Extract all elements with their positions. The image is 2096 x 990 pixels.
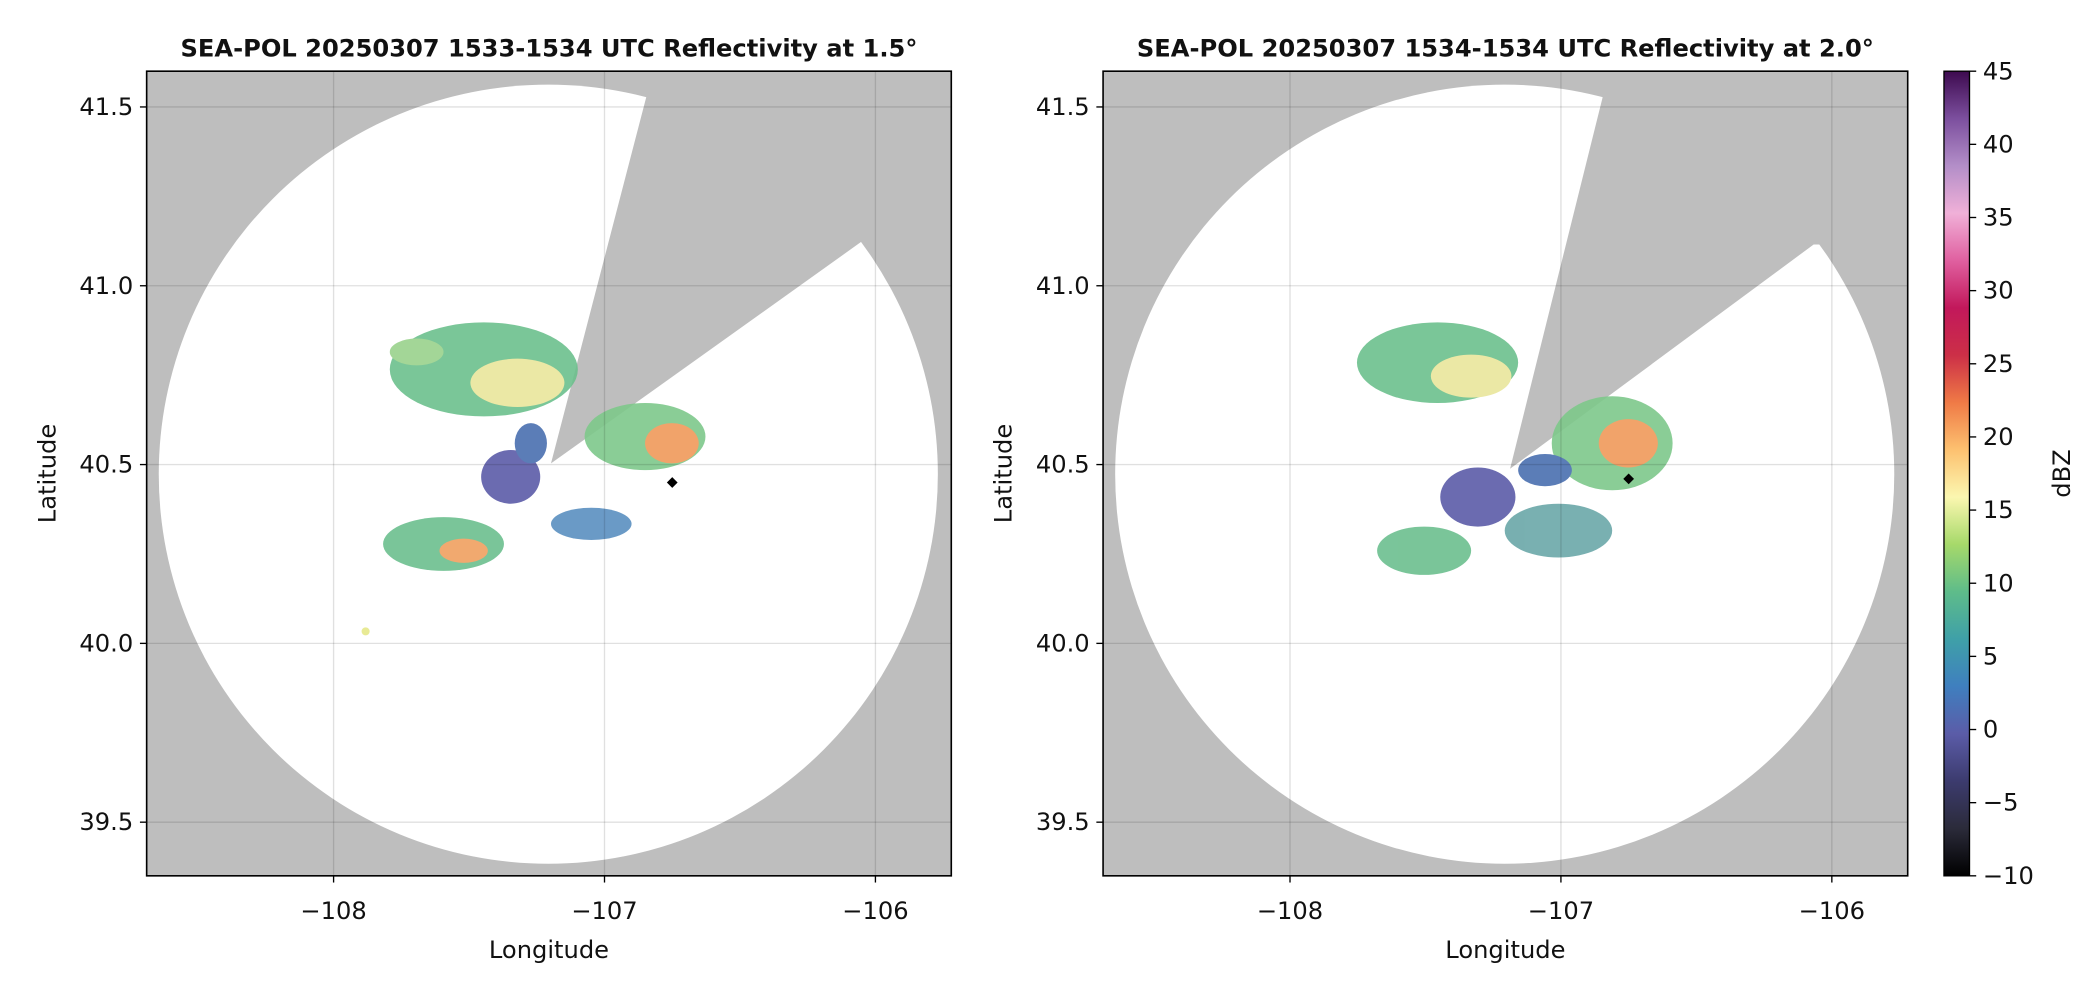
plot-frame — [1102, 70, 1909, 877]
y-tick-label: 41.0 — [1036, 272, 1090, 300]
y-tick-label: 41.5 — [1036, 93, 1090, 121]
colorbar-label: dBZ — [2048, 449, 2076, 497]
echo — [514, 423, 547, 464]
colorbar-tick-label: 25 — [1983, 350, 2014, 378]
x-tick-label: −107 — [1528, 897, 1594, 925]
y-tick-label: 40.5 — [79, 451, 133, 479]
echo — [389, 338, 444, 366]
x-axis-label: Longitude — [1445, 936, 1565, 964]
colorbar-tick-label: 5 — [1983, 642, 1998, 670]
echo — [470, 358, 565, 408]
radar-marker — [666, 477, 678, 488]
blocked-sector — [1510, 71, 1908, 469]
colorbar-tick-label: −10 — [1983, 862, 2034, 890]
radar-marker — [1623, 473, 1635, 485]
echo — [1504, 503, 1613, 558]
y-tick-label: 41.0 — [79, 272, 133, 300]
y-tick-label: 41.5 — [79, 93, 133, 121]
y-tick-label: 40.0 — [1036, 629, 1090, 657]
y-tick-label: 40.5 — [1036, 451, 1090, 479]
y-tick-label: 39.5 — [79, 808, 133, 836]
echo — [1377, 526, 1472, 575]
x-tick-label: −106 — [842, 897, 908, 925]
echo — [1598, 419, 1658, 468]
x-axis-label: Longitude — [489, 936, 609, 964]
echo — [1440, 467, 1516, 527]
echoes — [361, 322, 706, 636]
blocked-sector — [550, 71, 952, 464]
colorbar-tick-label: 35 — [1983, 204, 2014, 232]
x-tick-label: −108 — [300, 897, 366, 925]
echoes — [1356, 322, 1673, 575]
y-tick-label: 39.5 — [1036, 808, 1090, 836]
colorbar-tick-label: 30 — [1983, 277, 2014, 305]
colorbar-tick-label: 20 — [1983, 423, 2014, 451]
x-tick-label: −108 — [1257, 897, 1323, 925]
echo — [1518, 454, 1572, 487]
map-area — [1103, 71, 1908, 876]
colorbar-tick-label: 45 — [1983, 57, 2014, 85]
echo — [361, 627, 370, 636]
echo — [481, 450, 541, 504]
y-tick-label: 40.0 — [79, 629, 133, 657]
colorbar-tick-label: 40 — [1983, 130, 2014, 158]
colorbar-tick-label: −5 — [1983, 789, 2019, 817]
echo — [383, 517, 504, 571]
chart-title: SEA-POL 20250307 1534-1534 UTC Reflectiv… — [1137, 34, 1874, 62]
echo — [550, 507, 632, 540]
colorbar-tick-label: 15 — [1983, 496, 2014, 524]
y-axis-label: Latitude — [990, 424, 1018, 523]
x-tick-label: −106 — [1799, 897, 1865, 925]
chart-title: SEA-POL 20250307 1533-1534 UTC Reflectiv… — [180, 34, 917, 62]
echo — [439, 538, 488, 563]
echo — [1430, 354, 1512, 398]
map-area — [146, 71, 952, 876]
echo — [645, 423, 699, 464]
colorbar-tick-label: 10 — [1983, 569, 2014, 597]
x-tick-label: −107 — [571, 897, 637, 925]
y-axis-label: Latitude — [33, 424, 61, 523]
colorbar — [1943, 70, 1971, 877]
colorbar-tick-label: 0 — [1983, 716, 1998, 744]
plot-frame — [145, 70, 953, 877]
